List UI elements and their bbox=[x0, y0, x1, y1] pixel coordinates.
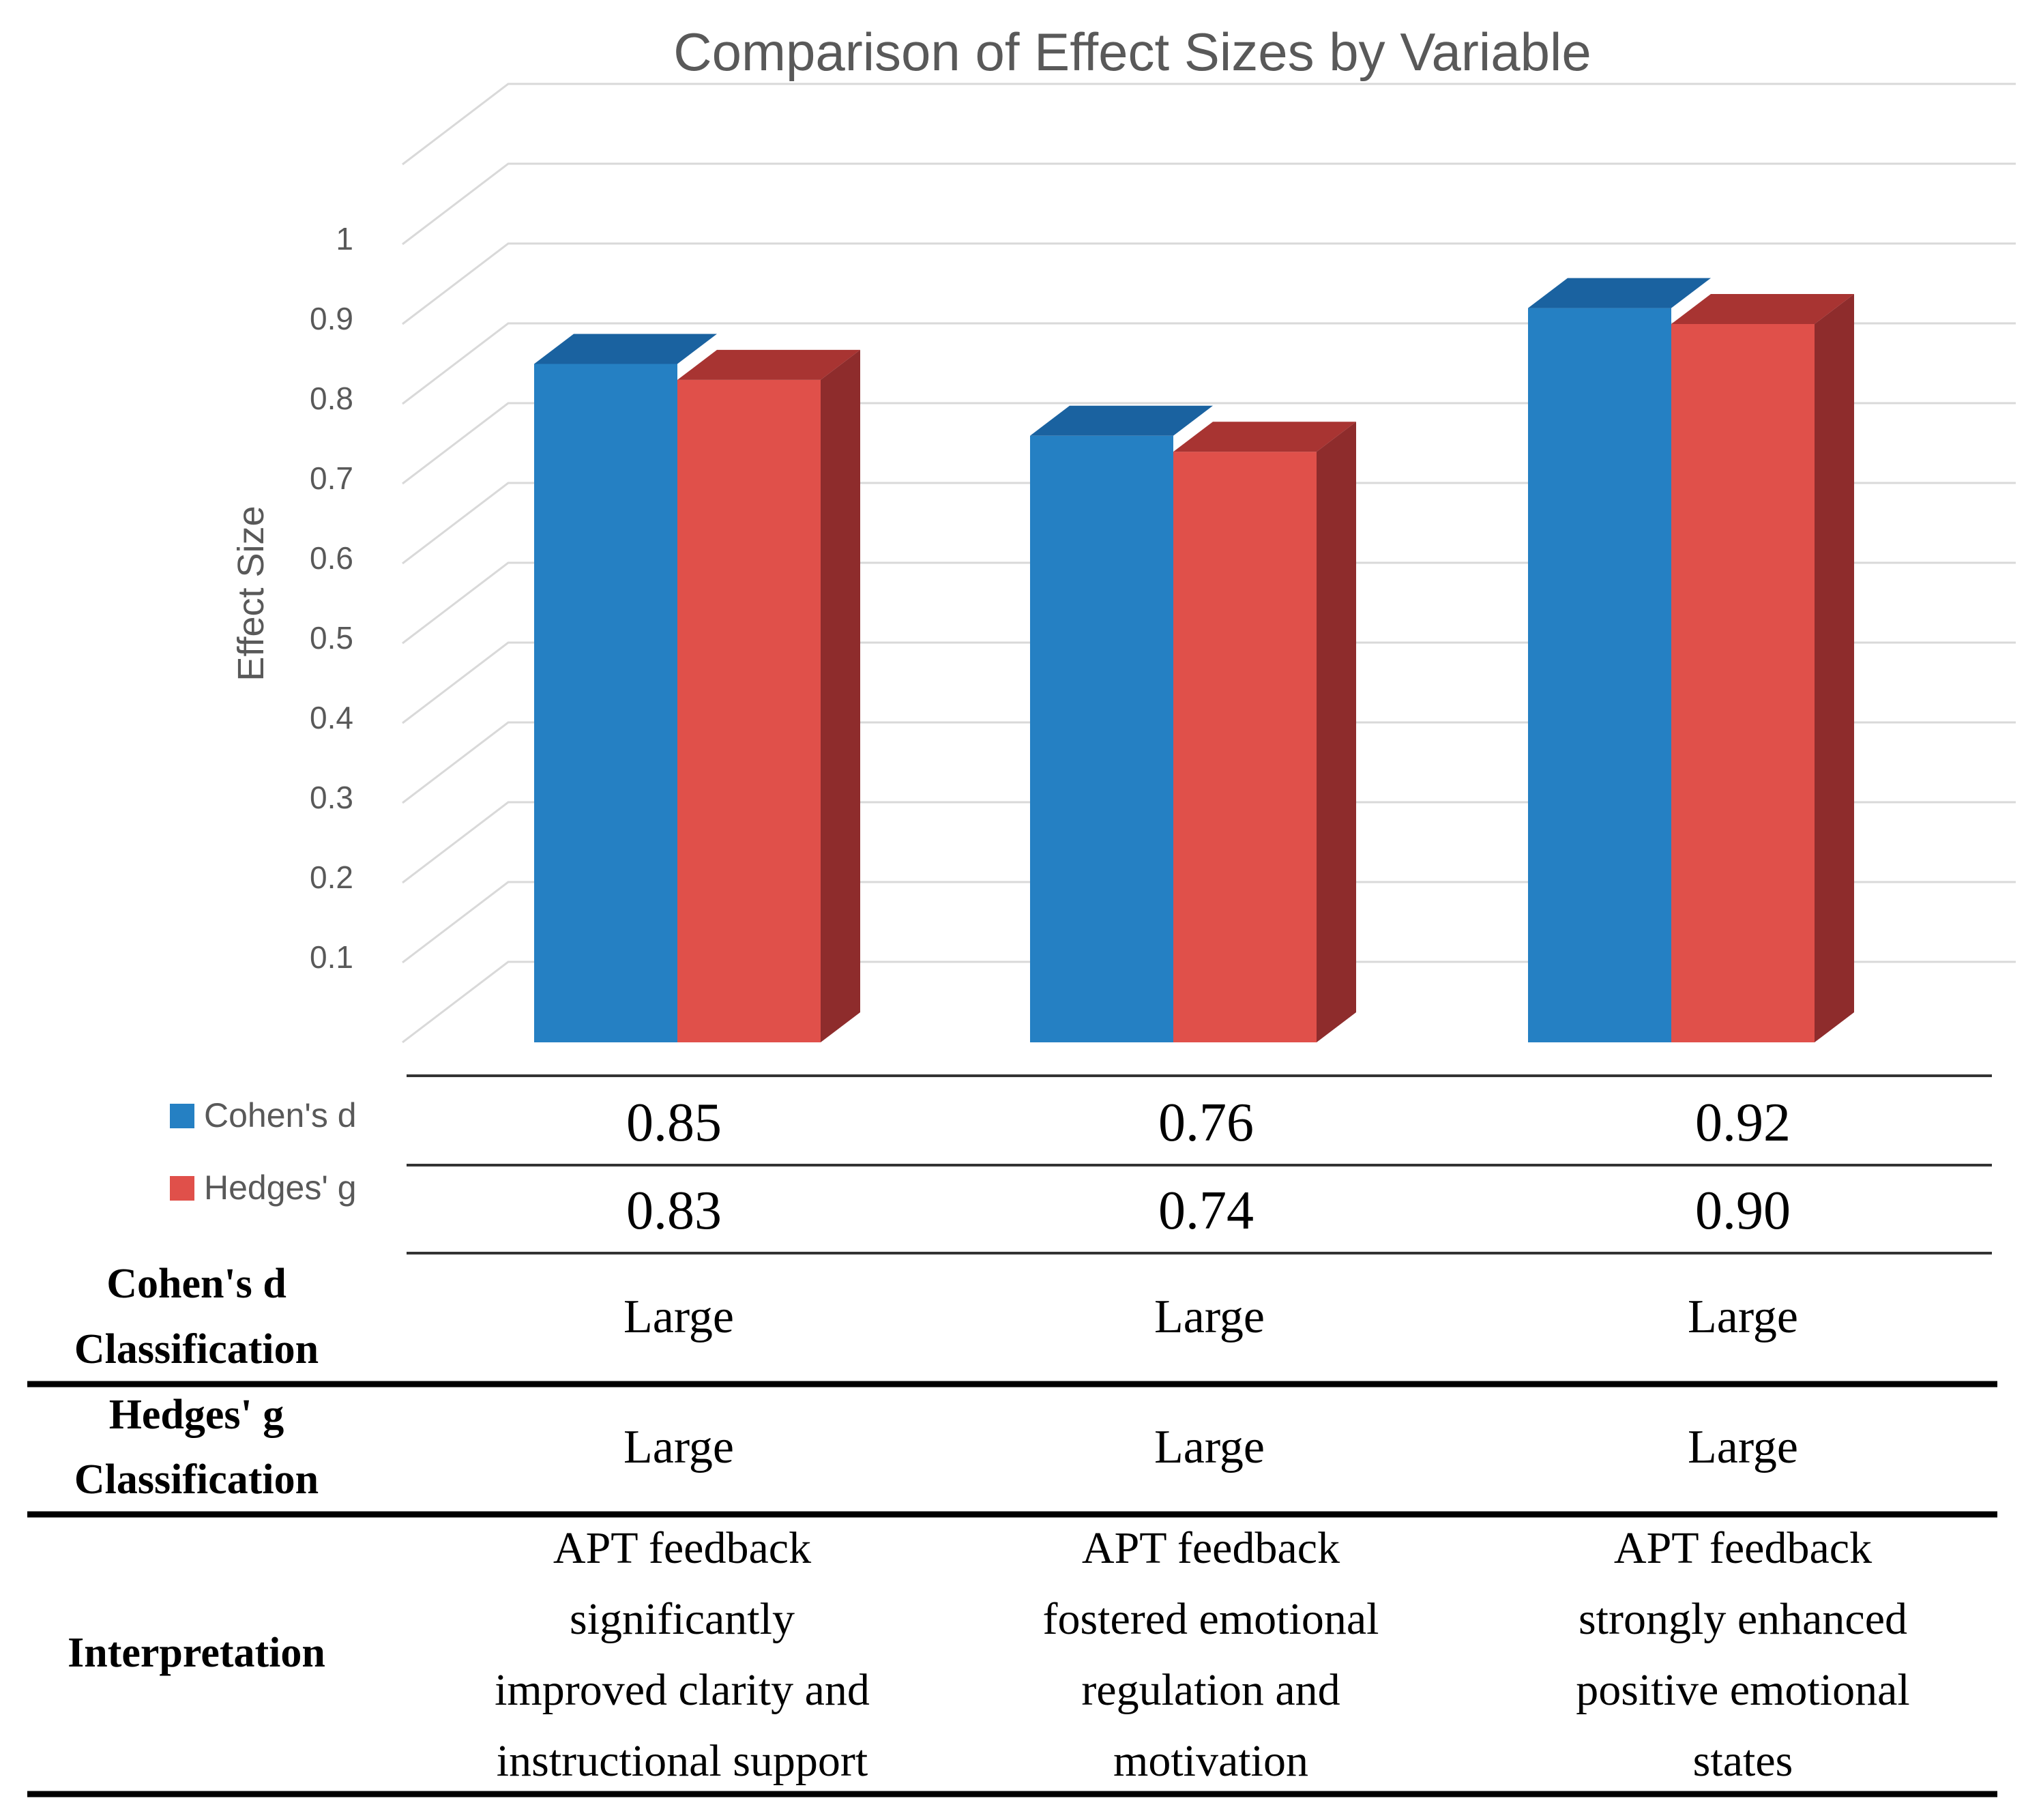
y-tick-label: 0.5 bbox=[310, 620, 353, 656]
y-axis-ticks: 0.1 0.2 0.3 0.4 0.5 0.6 0.7 0.8 0.9 1 bbox=[310, 221, 353, 975]
gridline bbox=[402, 881, 2016, 964]
bar-front-face bbox=[677, 379, 821, 1042]
data-label-row-cohens-d: 0.85 0.76 0.92 bbox=[626, 1093, 1791, 1153]
legend-swatch-hedges-g bbox=[170, 1176, 194, 1201]
bar-top-face bbox=[677, 349, 860, 380]
bar-top-face bbox=[534, 334, 717, 364]
y-tick-label: 0.4 bbox=[310, 700, 353, 735]
cohens-classification-cell: Large bbox=[1154, 1291, 1265, 1343]
bar-side-face bbox=[1317, 422, 1356, 1042]
bar-front-face bbox=[534, 364, 677, 1042]
y-tick-label: 0.9 bbox=[310, 301, 353, 336]
data-label-row-hedges-g: 0.83 0.74 0.90 bbox=[626, 1181, 1791, 1241]
bar-front-face bbox=[1528, 308, 1671, 1043]
interpretation-line: APT feedback bbox=[553, 1523, 811, 1573]
cohens-classification-cell: Large bbox=[623, 1291, 734, 1343]
gridline bbox=[402, 960, 2016, 1044]
gridline bbox=[402, 162, 2016, 246]
gridline bbox=[402, 242, 2016, 325]
bar-hedges-g bbox=[1671, 294, 1854, 1042]
interpretation-line: positive emotional bbox=[1576, 1665, 1909, 1715]
bar-top-face bbox=[1671, 294, 1854, 324]
legend: Cohen's d Hedges' g bbox=[170, 1096, 357, 1207]
bar-cohens-d bbox=[1030, 405, 1213, 1042]
interpretation-line: strongly enhanced bbox=[1579, 1594, 1907, 1644]
bar-cohens-d bbox=[1528, 278, 1711, 1043]
bar-hedges-g bbox=[1173, 422, 1356, 1042]
y-tick-label: 0.3 bbox=[310, 780, 353, 815]
data-label-hedges-g: 0.74 bbox=[1158, 1181, 1254, 1241]
bar-front-face bbox=[1173, 452, 1317, 1042]
y-tick-label: 0.6 bbox=[310, 540, 353, 576]
cohens-classification-cell: Large bbox=[1688, 1291, 1798, 1343]
row-header-hedges-g: Hedges' g bbox=[109, 1392, 284, 1438]
bar-side-face bbox=[1815, 294, 1854, 1042]
hedges-classification-cell: Large bbox=[1154, 1421, 1265, 1473]
bars bbox=[534, 278, 1854, 1043]
interpretation-line: motivation bbox=[1113, 1736, 1308, 1786]
bar-top-face bbox=[1030, 405, 1213, 436]
bar-front-face bbox=[1030, 435, 1173, 1042]
legend-swatch-cohens-d bbox=[170, 1104, 194, 1128]
legend-label-hedges-g: Hedges' g bbox=[204, 1169, 357, 1207]
gridlines bbox=[402, 83, 2016, 1044]
bar-hedges-g bbox=[677, 349, 860, 1042]
bar-front-face bbox=[1671, 324, 1815, 1042]
row-header-cohens-d: Cohen's d bbox=[106, 1261, 287, 1307]
gridline bbox=[402, 83, 2016, 166]
interpretation-line: states bbox=[1693, 1736, 1793, 1786]
row-header-interpretation: Interpretation bbox=[68, 1630, 325, 1676]
gridline bbox=[402, 721, 2016, 804]
y-axis-title: Effect Size bbox=[231, 505, 271, 681]
table-rules bbox=[27, 1074, 1997, 1797]
interpretation-line: APT feedback bbox=[1614, 1523, 1872, 1573]
y-tick-label: 0.2 bbox=[310, 860, 353, 895]
bar-side-face bbox=[821, 349, 860, 1042]
interpretation-line: significantly bbox=[570, 1594, 795, 1644]
y-tick-label: 0.8 bbox=[310, 381, 353, 416]
gridline bbox=[402, 561, 2016, 645]
row-hedges-classification: Hedges' g Classification Large Large Lar… bbox=[74, 1392, 1798, 1503]
hedges-classification-cell: Large bbox=[623, 1421, 734, 1473]
y-tick-label: 0.1 bbox=[310, 939, 353, 975]
interpretation-line: regulation and bbox=[1081, 1665, 1340, 1715]
interpretation-line: instructional support bbox=[497, 1736, 868, 1786]
bar-top-face bbox=[1173, 422, 1356, 452]
gridline bbox=[402, 322, 2016, 405]
y-tick-label: 0.7 bbox=[310, 460, 353, 496]
hedges-classification-cell: Large bbox=[1688, 1421, 1798, 1473]
data-label-hedges-g: 0.83 bbox=[626, 1181, 722, 1241]
interpretation-line: fostered emotional bbox=[1042, 1594, 1379, 1644]
data-label-cohens-d: 0.76 bbox=[1158, 1093, 1254, 1153]
bar-cohens-d bbox=[534, 334, 717, 1042]
chart-title: Comparison of Effect Sizes by Variable bbox=[673, 22, 1591, 82]
row-header-classification: Classification bbox=[74, 1326, 319, 1373]
bar-top-face bbox=[1528, 278, 1711, 308]
gridline bbox=[402, 402, 2016, 485]
row-header-classification: Classification bbox=[74, 1456, 319, 1503]
row-cohens-classification: Cohen's d Classification Large Large Lar… bbox=[74, 1261, 1798, 1373]
data-label-cohens-d: 0.92 bbox=[1695, 1093, 1791, 1153]
interpretation-line: improved clarity and bbox=[495, 1665, 870, 1715]
y-tick-label: 1 bbox=[336, 221, 353, 256]
legend-label-cohens-d: Cohen's d bbox=[204, 1096, 357, 1134]
interpretation-line: APT feedback bbox=[1082, 1523, 1340, 1573]
gridline bbox=[402, 641, 2016, 724]
data-label-cohens-d: 0.85 bbox=[626, 1093, 722, 1153]
gridline bbox=[402, 801, 2016, 884]
data-label-hedges-g: 0.90 bbox=[1695, 1181, 1791, 1241]
gridline bbox=[402, 482, 2016, 565]
row-interpretation: Interpretation APT feedback significantl… bbox=[68, 1523, 1910, 1786]
